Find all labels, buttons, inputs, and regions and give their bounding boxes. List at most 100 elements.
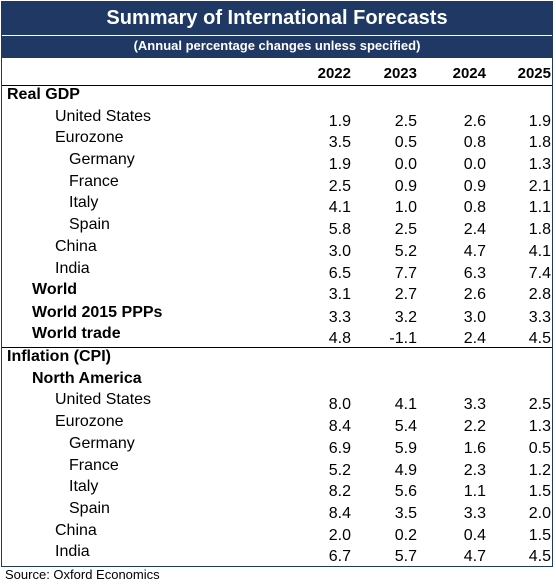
row-label: France	[69, 456, 119, 474]
cell-value: 5.7	[394, 548, 417, 566]
cell-value: 2.0	[328, 526, 351, 544]
table-row: India 6.5 7.7 6.3 7.4	[2, 260, 552, 282]
cell-value: 3.1	[328, 286, 351, 304]
cell-value: 1.9	[528, 112, 551, 130]
row-label: United States	[55, 391, 152, 409]
cell-value: 4.1	[328, 199, 351, 217]
cell-value: 1.1	[528, 199, 551, 217]
cell-value: 0.9	[394, 177, 417, 195]
section-heading-real-gdp-row: Real GDP	[2, 86, 552, 108]
table-row: Germany 6.9 5.9 1.6 0.5	[2, 435, 552, 457]
cell-value: 3.5	[328, 134, 351, 152]
cell-value: 8.0	[328, 396, 351, 414]
cell-value: 8.4	[328, 418, 351, 436]
cell-value: 0.2	[394, 526, 417, 544]
table-title: Summary of International Forecasts	[2, 2, 552, 35]
cell-value: 1.2	[528, 461, 551, 479]
cell-value: 2.2	[463, 418, 486, 436]
year-2025: 2025	[517, 65, 551, 82]
year-2023: 2023	[383, 65, 417, 82]
table-row: France 5.2 4.9 2.3 1.2	[2, 457, 552, 479]
year-2022: 2022	[317, 65, 351, 82]
year-2024: 2024	[452, 65, 486, 82]
cell-value: 4.7	[463, 548, 486, 566]
cell-value: -1.1	[389, 330, 417, 348]
cell-value: 4.1	[528, 242, 551, 260]
cell-value: 0.9	[463, 177, 486, 195]
row-label: India	[55, 259, 90, 277]
table-row: Italy 4.1 1.0 0.8 1.1	[2, 194, 552, 216]
section-heading-inflation-row: Inflation (CPI)	[2, 347, 552, 370]
cell-value: 1.5	[528, 526, 551, 544]
row-label: France	[69, 172, 119, 190]
table-row: Eurozone 8.4 5.4 2.2 1.3	[2, 413, 552, 435]
table-body: Real GDP United States 1.9 2.5 2.6 1.9 Eurozon…	[2, 86, 552, 565]
cell-value: 0.5	[394, 134, 417, 152]
year-header-row: 2022 2023 2024 2025	[2, 58, 552, 86]
row-label: World	[32, 281, 78, 299]
table-row: Spain 8.4 3.5 3.3 2.0	[2, 500, 552, 522]
subheading-north-america: North America	[32, 369, 142, 387]
cell-value: 0.5	[528, 439, 551, 457]
cell-value: 1.3	[528, 418, 551, 436]
cell-value: 0.4	[463, 526, 486, 544]
row-label: United States	[55, 107, 152, 125]
table-row: China 2.0 0.2 0.4 1.5	[2, 522, 552, 544]
row-label: Germany	[69, 434, 135, 452]
cell-value: 2.7	[394, 286, 417, 304]
table-row: India 6.7 5.7 4.7 4.5	[2, 543, 552, 565]
cell-value: 1.5	[528, 483, 551, 501]
row-label: Germany	[69, 151, 135, 169]
table-row: Spain 5.8 2.5 2.4 1.8	[2, 216, 552, 238]
cell-value: 3.3	[528, 308, 551, 326]
cell-value: 0.0	[463, 156, 486, 174]
cell-value: 2.5	[328, 177, 351, 195]
cell-value: 8.2	[328, 483, 351, 501]
section-heading-inflation: Inflation (CPI)	[7, 348, 111, 366]
cell-value: 8.4	[328, 504, 351, 522]
cell-value: 4.8	[328, 330, 351, 348]
cell-value: 3.2	[394, 308, 417, 326]
cell-value: 0.8	[463, 199, 486, 217]
cell-value: 1.8	[528, 221, 551, 239]
cell-value: 4.9	[394, 461, 417, 479]
row-label: Italy	[69, 194, 99, 212]
table-row: United States 8.0 4.1 3.3 2.5	[2, 391, 552, 413]
row-label: Spain	[69, 216, 110, 234]
cell-value: 4.5	[528, 330, 551, 348]
cell-value: 5.9	[394, 439, 417, 457]
cell-value: 2.6	[463, 112, 486, 130]
row-label: Spain	[69, 499, 110, 517]
cell-value: 2.5	[394, 112, 417, 130]
row-label: China	[55, 521, 97, 539]
cell-value: 2.5	[528, 396, 551, 414]
cell-value: 2.8	[528, 286, 551, 304]
row-label: World trade	[32, 325, 121, 343]
cell-value: 3.5	[394, 504, 417, 522]
table-row: Italy 8.2 5.6 1.1 1.5	[2, 478, 552, 500]
table-row: World 3.1 2.7 2.6 2.8	[2, 281, 552, 304]
cell-value: 6.7	[328, 548, 351, 566]
table-row: United States 1.9 2.5 2.6 1.9	[2, 108, 552, 130]
cell-value: 2.5	[394, 221, 417, 239]
section-heading-real-gdp: Real GDP	[7, 86, 80, 103]
row-label: India	[55, 543, 90, 561]
cell-value: 2.1	[528, 177, 551, 195]
cell-value: 1.8	[528, 134, 551, 152]
subheading-north-america-row: North America	[2, 370, 552, 392]
cell-value: 5.2	[394, 242, 417, 260]
cell-value: 3.0	[463, 308, 486, 326]
cell-value: 0.8	[463, 134, 486, 152]
table-row: Germany 1.9 0.0 0.0 1.3	[2, 151, 552, 173]
cell-value: 6.9	[328, 439, 351, 457]
cell-value: 4.5	[528, 548, 551, 566]
cell-value: 1.3	[528, 156, 551, 174]
cell-value: 3.0	[328, 242, 351, 260]
cell-value: 5.6	[394, 483, 417, 501]
cell-value: 1.9	[328, 112, 351, 130]
cell-value: 3.3	[463, 396, 486, 414]
row-label: China	[55, 237, 97, 255]
cell-value: 1.9	[328, 156, 351, 174]
cell-value: 4.1	[394, 396, 417, 414]
cell-value: 1.0	[394, 199, 417, 217]
